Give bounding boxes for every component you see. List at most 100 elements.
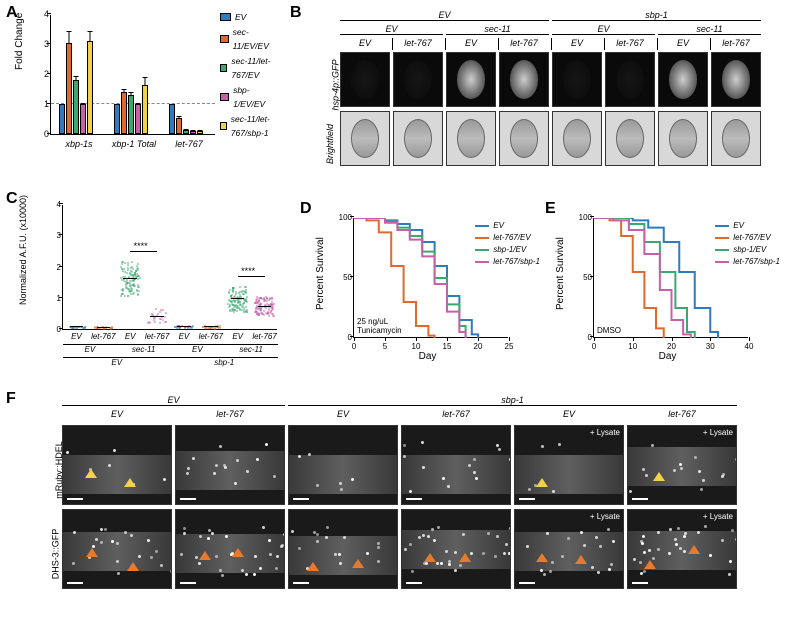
panel-c-col-label: let-767 [90,332,117,341]
panel-a-bar [66,43,72,135]
survival-ytick: 100 [336,213,352,222]
panel-b-image [552,52,602,107]
panel-c-dot [241,306,243,308]
panel-b-col-label: EV [552,38,602,48]
panel-a-plot: 01234xbp-1sxbp-1 Totallet-767 [50,15,215,135]
survival-annot: 25 ng/uL Tunicamycin [357,317,402,335]
panel-c-dot [273,303,275,305]
panel-b-image [552,111,602,166]
panel-c-mid-label: sec-11 [224,344,278,354]
panel-b-col-label: let-767 [393,38,443,48]
scale-bar [519,582,535,584]
panel-b-top-group: EV [340,10,549,21]
panel-b-col-label: let-767 [605,38,655,48]
panel-c-ytick: 0 [49,325,61,334]
panel-b-image-row [340,111,761,166]
panel-c-mid-label: EV [63,344,117,354]
survival-xtick: 30 [706,342,715,351]
panel-c-ytick: 3 [49,231,61,240]
panel-c-dot [263,314,265,316]
panel-b-mid-group: sec-11 [658,24,761,35]
panel-f-lysate-label: + Lysate [590,428,620,437]
panel-f-arrow [536,553,548,562]
panel-f-arrow [459,553,471,562]
panel-c-dot [159,322,161,324]
scale-bar [519,498,535,500]
panel-c-dot [255,299,257,301]
panel-b-image [499,111,549,166]
panel-c-dot [162,319,164,321]
panel-c-dot [268,299,270,301]
panel-f-mid-group: let-767 [175,409,285,419]
panel-f-image-row: + Lysate + Lysate [62,425,737,505]
panel-b-images: EVsbp-1EVsec-11EVsec-11EVlet-767EVlet-76… [300,10,770,185]
panel-c-dot [235,293,237,295]
panel-f-arrow [307,562,319,571]
panel-b-col-label: let-767 [499,38,549,48]
panel-e-survival: Percent Survival 050100010203040 Day EVl… [555,210,780,380]
panel-b-mid-group: sec-11 [446,24,549,35]
panel-c-dot [137,278,139,280]
panel-f-arrow [86,548,98,557]
panel-f-arrow [424,553,436,562]
scale-bar [180,498,196,500]
panel-b-image [446,111,496,166]
panel-c-dot [154,317,156,319]
panel-c-dot [236,310,238,312]
panel-c-col-label: let-767 [251,332,278,341]
panel-c-dot [137,263,139,265]
survival-xtick: 0 [352,342,356,351]
panel-a-xlabel: xbp-1 Total [109,139,159,149]
panel-f-image: + Lysate [627,509,737,589]
panel-a-group [59,41,94,134]
panel-f-arrow [352,559,364,568]
survival-ytick: 100 [576,213,592,222]
panel-f-image [401,509,511,589]
panel-b-col-label: let-767 [711,38,761,48]
panel-c-dot [162,309,164,311]
panel-d-ylabel: Percent Survival [315,237,326,310]
panel-f-image [175,425,285,505]
panel-f-image [288,425,398,505]
panel-b-image [711,52,761,107]
panel-a-ytick: 0 [37,129,49,139]
panel-f-label: F [6,390,16,408]
panel-f-lysate-label: + Lysate [703,428,733,437]
panel-c-dot [161,316,163,318]
panel-a-bar [59,104,65,134]
panel-a-bar [176,118,182,135]
panel-b-image [711,111,761,166]
panel-f-micrographs: EVsbp-1EVlet-767EVlet-767EVlet-767mRuby:… [20,395,765,605]
panel-c-dot [229,309,231,311]
panel-f-top-group: EV [62,395,285,406]
panel-a-bar [135,104,141,134]
panel-c-dot [258,300,260,302]
panel-a-bar [80,104,86,134]
panel-c-dot [138,290,140,292]
panel-e-xlabel: Day [555,351,780,362]
panel-b-top-group: sbp-1 [552,10,761,21]
panel-b-image [499,52,549,107]
panel-c-dot [217,327,219,329]
panel-c-dot [127,264,129,266]
panel-c-mid-label: sec-11 [117,344,171,354]
panel-a-legend-item: sec-11/let-767/EV [220,54,271,82]
panel-f-image [401,425,511,505]
panel-b-image [393,111,443,166]
survival-legend: EVlet-767/EVsbp-1/EVlet-767/sbp-1 [715,220,780,268]
survival-xtick: 0 [592,342,596,351]
panel-b-col-label: EV [340,38,390,48]
panel-c-dot [130,270,132,272]
panel-f-mid-group: EV [62,409,172,419]
panel-a-bar [190,131,196,134]
panel-f-image: + Lysate [514,425,624,505]
panel-c-dot [184,327,186,329]
panel-c-dot [234,295,236,297]
panel-e-ylabel: Percent Survival [555,237,566,310]
panel-f-arrow [127,562,139,571]
panel-c-dot [164,316,166,318]
panel-a-legend: EVsec-11/EV/EVsec-11/let-767/EVsbp-1/EV/… [220,10,271,141]
panel-c-bottom-label: EV [63,357,171,367]
panel-c-dot [132,274,134,276]
panel-f-arrow [85,469,97,478]
